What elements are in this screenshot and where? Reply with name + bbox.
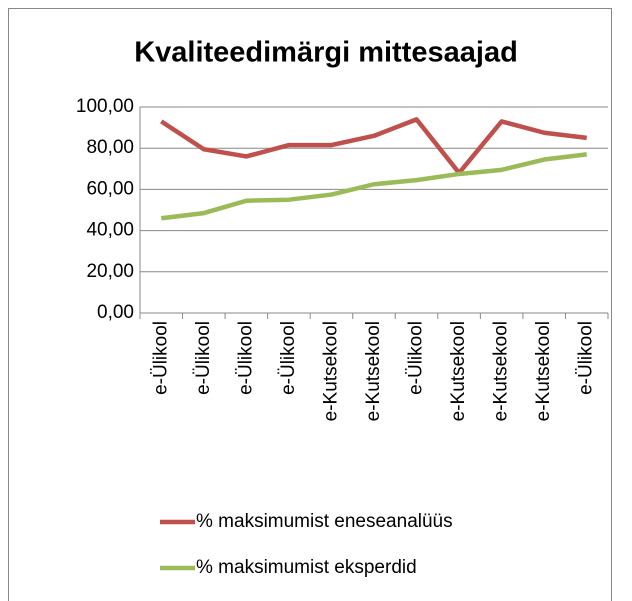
y-tick-label: 100,00 xyxy=(76,96,134,117)
y-tick-label: 80,00 xyxy=(86,137,134,158)
legend-label: % maksimumist eneseanalüüs xyxy=(196,511,453,532)
x-tick-label: e-Kutsekool xyxy=(320,321,341,421)
chart-border xyxy=(8,8,612,601)
x-tick-label: e-Ülikool xyxy=(576,321,597,395)
y-tick-label: 60,00 xyxy=(86,178,134,199)
y-tick-label: 40,00 xyxy=(86,220,134,241)
x-tick-label: e-Ülikool xyxy=(278,321,299,395)
x-tick-label: e-Ülikool xyxy=(193,321,214,395)
x-tick-label: e-Kutsekool xyxy=(533,321,554,421)
x-tick-label: e-Kutsekool xyxy=(491,321,512,421)
series-line xyxy=(161,152,587,221)
series-line xyxy=(160,117,587,176)
y-tick-label: 20,00 xyxy=(86,261,134,282)
chart-title: Kvaliteedimärgi mittesaajad xyxy=(134,37,518,69)
legend-label: % maksimumist eksperdid xyxy=(196,557,417,578)
x-tick-label: e-Ülikool xyxy=(150,321,171,395)
x-tick-label: e-Ülikool xyxy=(406,321,427,395)
x-tick-label: e-Kutsekool xyxy=(363,321,384,421)
x-tick-label: e-Ülikool xyxy=(235,321,256,395)
x-tick-label: e-Kutsekool xyxy=(448,321,469,421)
y-tick-label: 0,00 xyxy=(97,302,134,323)
